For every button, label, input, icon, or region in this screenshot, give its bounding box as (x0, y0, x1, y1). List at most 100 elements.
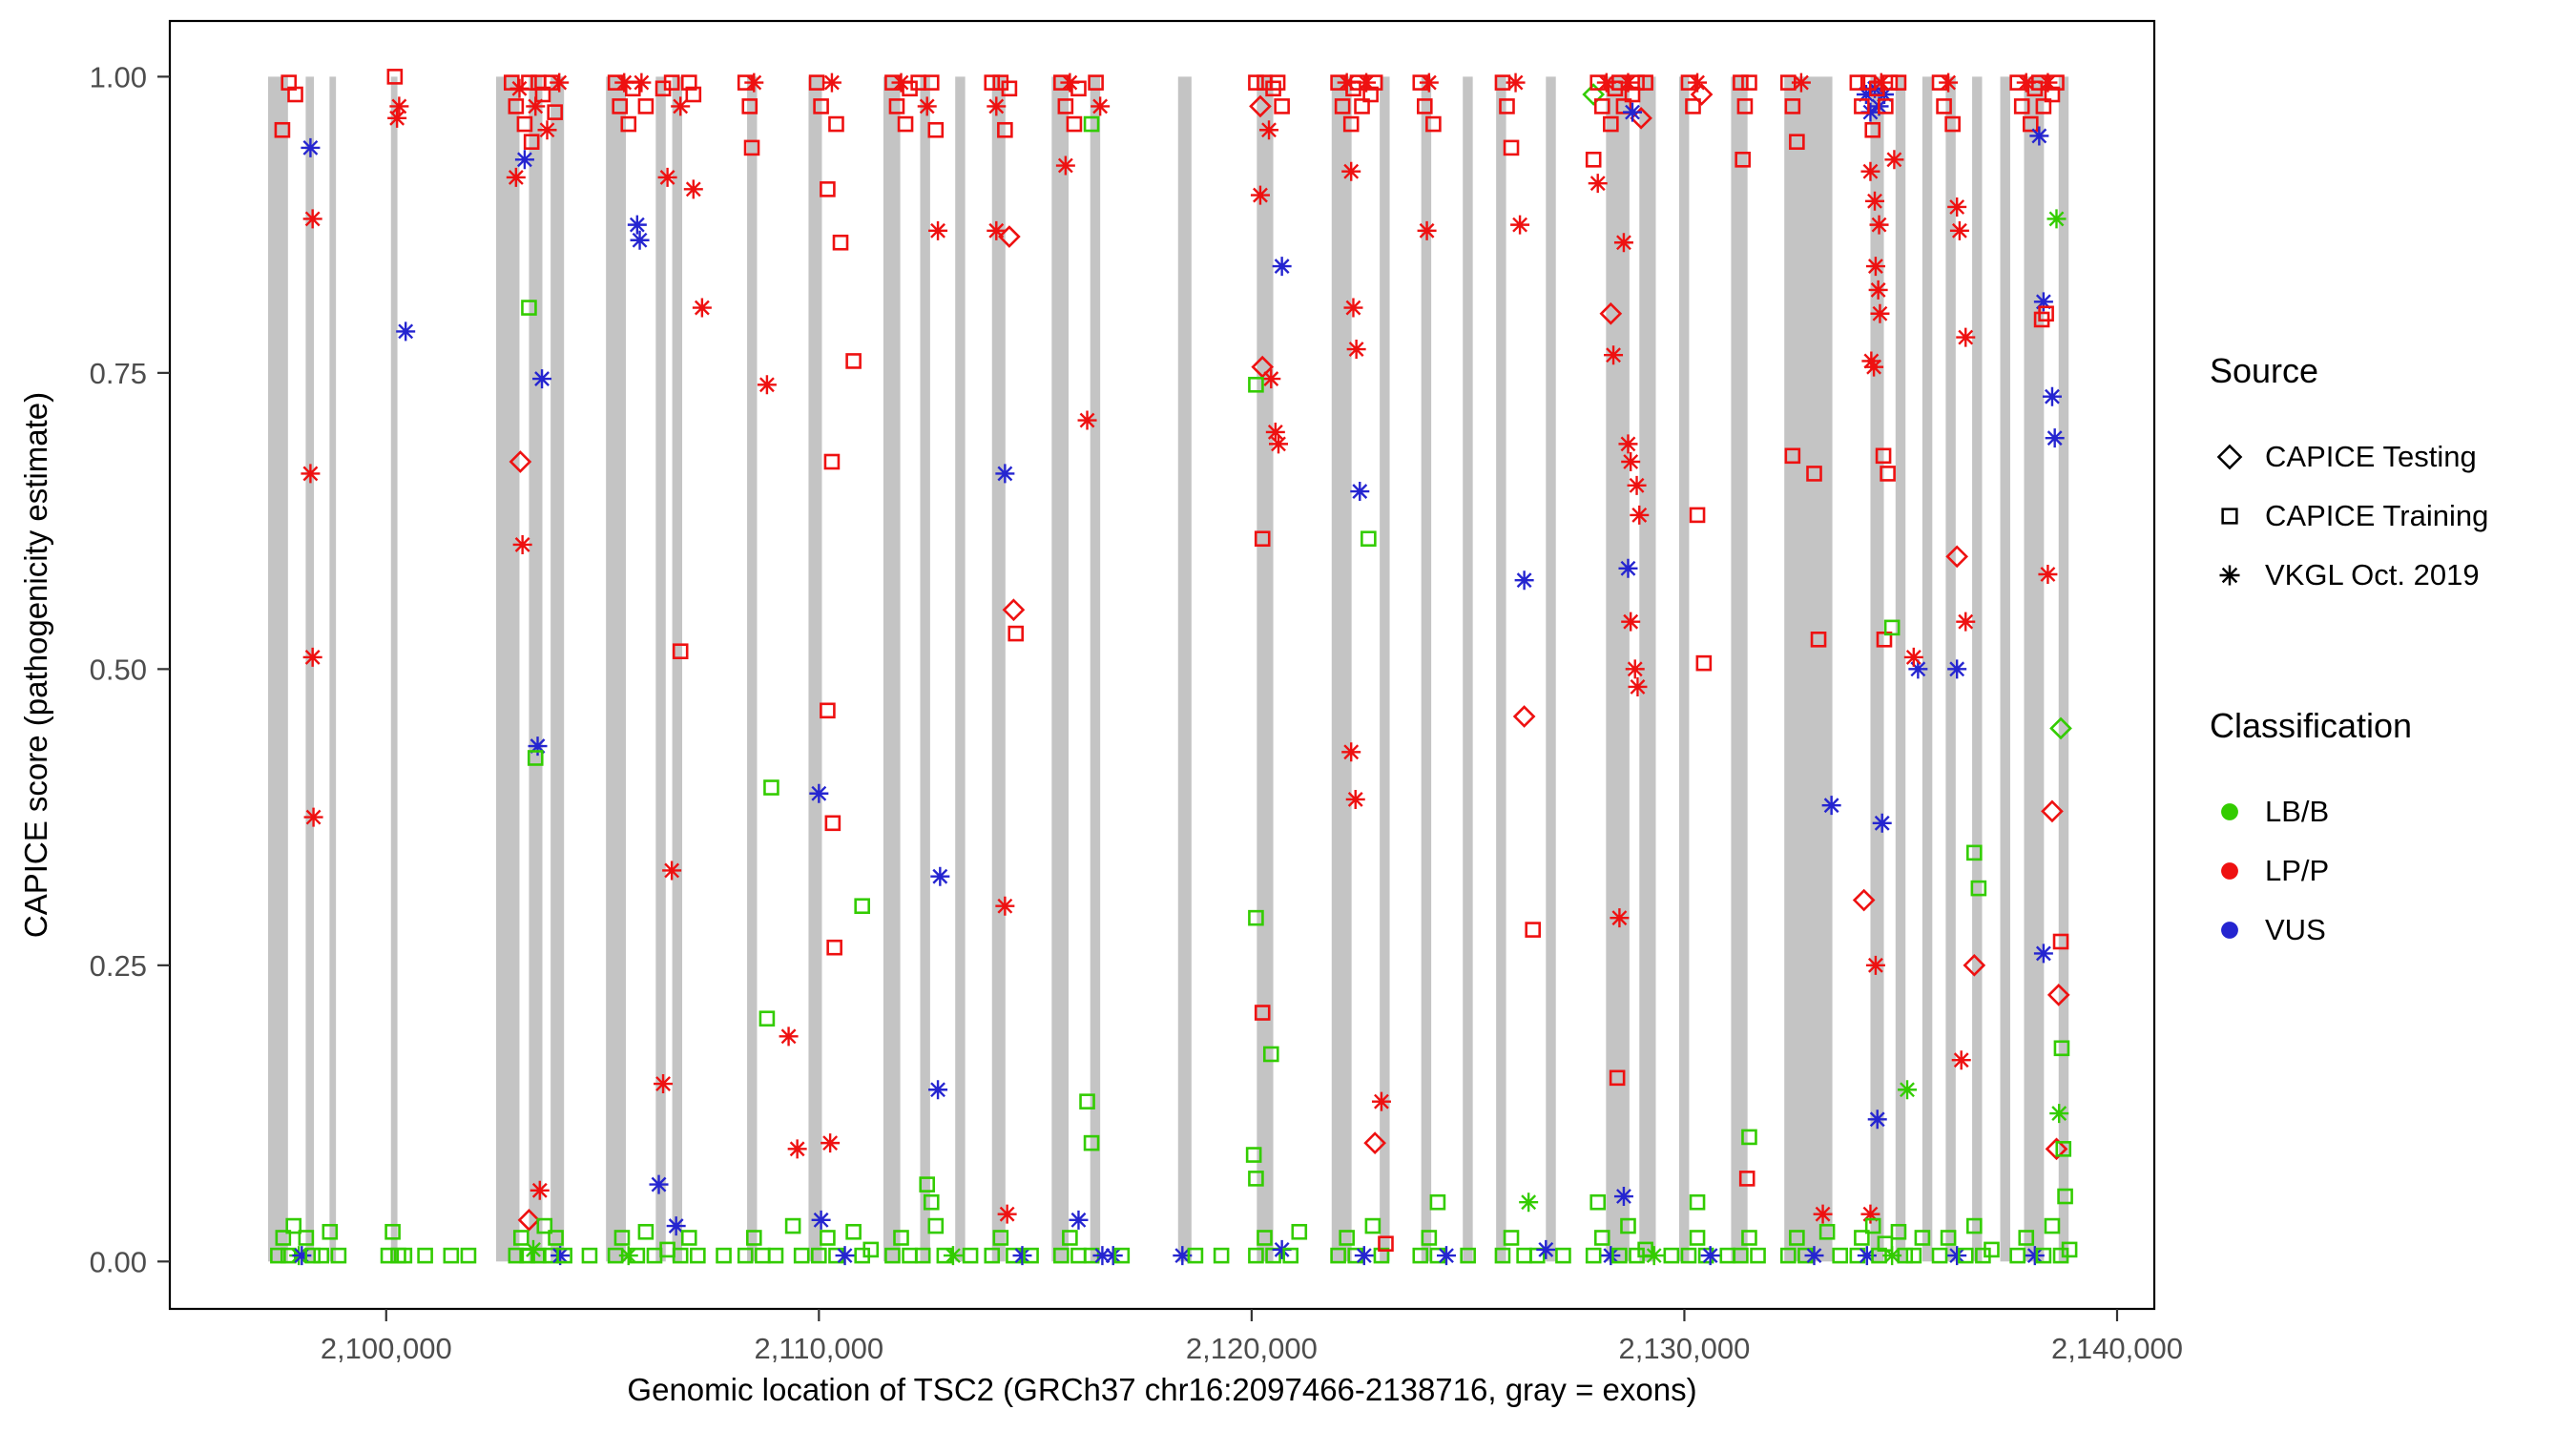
point-square (1741, 74, 1757, 91)
point-square (1269, 74, 1286, 91)
x-tick-label: 2,100,000 (321, 1332, 452, 1365)
point-asterisk (1060, 73, 1080, 93)
exon-bar (2024, 76, 2045, 1262)
point-asterisk (1536, 1239, 1556, 1259)
point-square (1620, 1217, 1636, 1234)
point-square (1282, 1247, 1299, 1264)
point-square (1525, 922, 1541, 938)
point-asterisk (2046, 209, 2067, 229)
point-asterisk (1908, 659, 1928, 679)
point-square (813, 98, 829, 114)
point-square (893, 1230, 909, 1246)
point-square (1750, 1247, 1766, 1264)
point-asterisk (1868, 280, 1888, 300)
point-square (854, 898, 870, 915)
point-square (322, 1223, 339, 1240)
point-diamond (1363, 1131, 1386, 1154)
point-square (1585, 1247, 1602, 1264)
point-asterisk (928, 220, 948, 240)
point-asterisk (809, 783, 829, 803)
point-asterisk (2042, 386, 2062, 406)
point-asterisk (1623, 102, 1643, 122)
point-asterisk (632, 73, 652, 93)
exon-bar (991, 76, 1006, 1262)
point-asterisk (1092, 1246, 1112, 1266)
point-asterisk (1865, 955, 1885, 975)
point-asterisk (930, 866, 950, 886)
point-square (1585, 152, 1602, 168)
exon-bar (883, 76, 901, 1262)
point-asterisk (1867, 1110, 1887, 1130)
point-square (811, 1247, 827, 1264)
point-square (663, 74, 680, 91)
point-asterisk (683, 179, 703, 199)
point-square (275, 1230, 292, 1246)
point-square (1528, 1247, 1546, 1264)
point-asterisk (1860, 102, 1880, 122)
point-asterisk (1069, 1210, 1089, 1230)
point-square (1291, 1223, 1308, 1240)
point-asterisk (1644, 1246, 1664, 1266)
point-asterisk (2033, 292, 2053, 312)
point-square (613, 1230, 631, 1246)
point-square (1789, 134, 1805, 150)
point-square (832, 234, 849, 251)
point-square (2009, 1247, 2025, 1264)
point-square (1361, 530, 1377, 548)
point-square (1637, 74, 1653, 91)
point-asterisk (1882, 1246, 1902, 1266)
point-square (460, 1247, 477, 1264)
point-asterisk (2038, 564, 2058, 584)
point-square (2035, 1247, 2052, 1264)
point-square (508, 98, 525, 114)
point-square (902, 1247, 918, 1264)
point-asterisk (757, 375, 777, 395)
point-asterisk (1947, 659, 1967, 679)
point-square (845, 353, 862, 369)
point-square (1257, 1230, 1273, 1246)
point-square (1779, 1247, 1797, 1264)
point-asterisk (1272, 257, 1292, 277)
point-square (1499, 98, 1515, 114)
point-square (1088, 74, 1104, 91)
point-asterisk (1621, 452, 1641, 472)
point-asterisk (550, 73, 570, 93)
point-square (1187, 1247, 1204, 1264)
point-square (1854, 1230, 1870, 1246)
point-square (620, 115, 637, 133)
point-square (745, 1230, 762, 1246)
point-square (1503, 139, 1520, 156)
x-tick-label: 2,130,000 (1618, 1332, 1750, 1365)
point-diamond (1512, 705, 1536, 728)
point-asterisk (1821, 796, 1841, 816)
exon-bar (1051, 76, 1070, 1262)
point-square (1113, 1247, 1131, 1264)
point-square (1818, 1223, 1836, 1240)
point-square (330, 1247, 347, 1264)
point-square (758, 1010, 776, 1027)
point-asterisk (657, 167, 677, 187)
point-asterisk (1898, 1080, 1918, 1100)
point-square (1245, 1147, 1262, 1163)
point-square (1373, 1247, 1390, 1264)
point-square (1248, 1171, 1264, 1187)
point-square (1248, 1247, 1264, 1264)
point-square (304, 1247, 321, 1264)
point-asterisk (811, 1210, 831, 1230)
point-asterisk (2045, 428, 2065, 448)
exon-bar (655, 76, 666, 1262)
point-asterisk (1947, 1246, 1967, 1266)
point-square (1864, 1217, 1881, 1234)
exon-bar (1380, 76, 1390, 1262)
point-square (2052, 933, 2069, 950)
exon-bar (551, 76, 565, 1262)
point-asterisk (891, 73, 911, 93)
exon-bar (1784, 76, 1833, 1262)
point-square (2048, 74, 2065, 91)
exon-bar (390, 76, 398, 1262)
point-square (680, 74, 697, 91)
point-asterisk (1625, 659, 1645, 679)
point-square (1966, 1217, 1983, 1234)
point-square (2057, 1188, 2073, 1205)
